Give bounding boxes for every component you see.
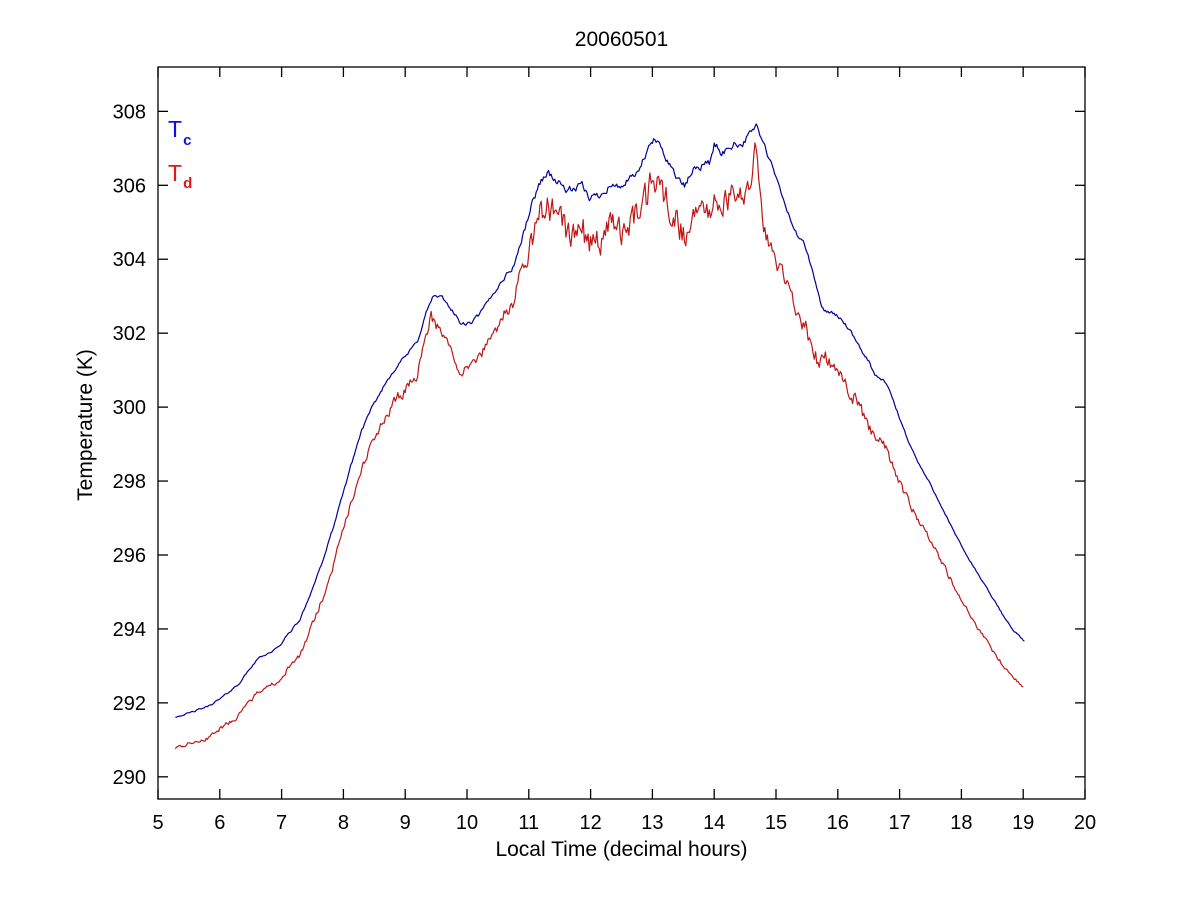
y-tick-label: 304 [113, 249, 146, 271]
legend-tc-base: T [168, 116, 183, 142]
legend-entry-td: Td [168, 156, 193, 200]
legend-td-sub: d [183, 175, 193, 193]
x-tick-label: 11 [518, 812, 539, 834]
x-tick-label: 5 [152, 812, 163, 834]
x-tick-label: 19 [1012, 812, 1034, 834]
chart-title: 20060501 [574, 28, 669, 51]
series-line-td [174, 142, 1024, 750]
x-tick-label: 12 [579, 812, 601, 834]
y-tick-label: 294 [113, 619, 146, 641]
x-tick-label: 18 [950, 812, 972, 834]
x-tick-label: 14 [703, 812, 725, 834]
x-tick-label: 9 [400, 812, 411, 834]
y-tick-label: 308 [113, 101, 146, 123]
x-tick-label: 13 [641, 812, 663, 834]
y-tick-label: 298 [113, 471, 146, 493]
x-tick-label: 10 [456, 812, 478, 834]
x-axis-label: Local Time (decimal hours) [495, 838, 748, 861]
legend: Tc Td [168, 112, 193, 200]
x-tick-label: 15 [765, 812, 787, 834]
legend-tc-sub: c [183, 131, 192, 149]
x-tick-label: 8 [338, 812, 349, 834]
y-tick-label: 296 [113, 545, 146, 567]
x-tick-label: 7 [276, 812, 287, 834]
y-tick-label: 302 [113, 323, 146, 345]
axes-box [157, 66, 1086, 800]
x-tick-label: 17 [888, 812, 910, 834]
x-tick-label: 6 [214, 812, 225, 834]
series-line-tc [175, 123, 1025, 718]
x-tick-label: 16 [827, 812, 849, 834]
legend-td-base: T [168, 159, 183, 186]
y-tick-label: 300 [113, 397, 146, 419]
y-tick-label: 292 [113, 693, 146, 715]
y-tick-label: 290 [113, 767, 146, 789]
y-tick-label: 306 [113, 175, 146, 197]
legend-entry-tc: Tc [168, 112, 191, 156]
x-tick-label: 20 [1074, 812, 1096, 834]
